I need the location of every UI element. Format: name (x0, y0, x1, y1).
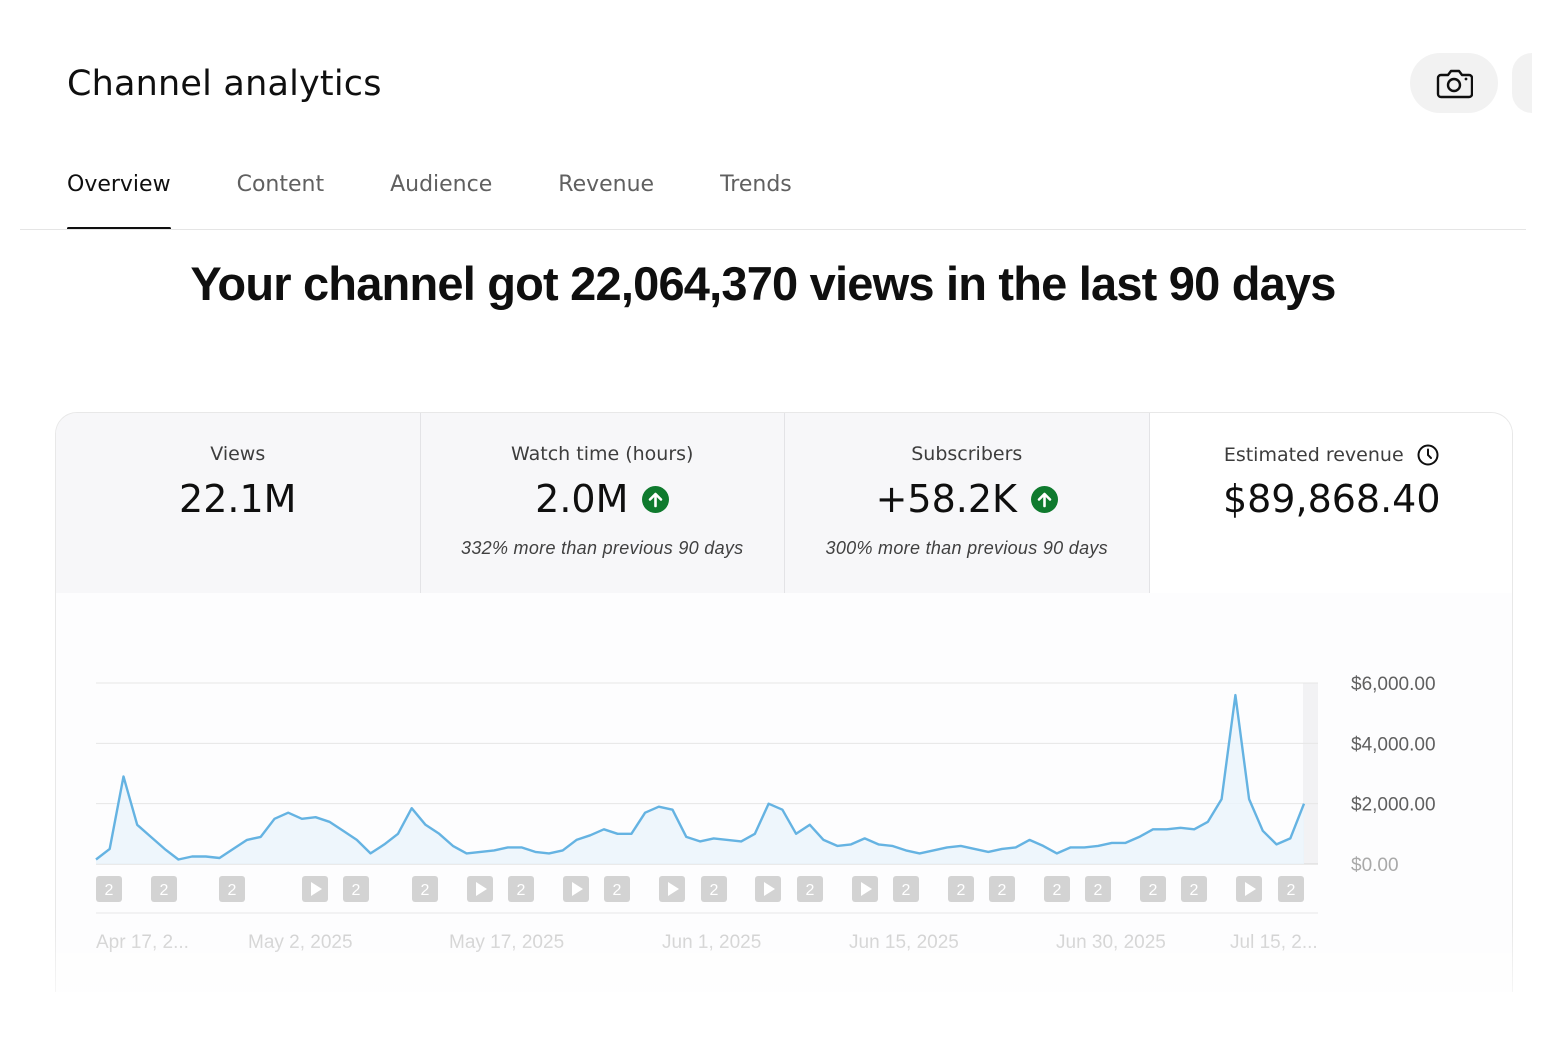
event-marker[interactable]: 2 (948, 876, 974, 902)
marker-count: 2 (228, 882, 237, 899)
arrow-up-icon (642, 485, 670, 513)
marker-count: 2 (710, 882, 719, 899)
series-area (96, 695, 1304, 864)
video-marker[interactable] (302, 876, 328, 902)
marker-count: 2 (160, 882, 169, 899)
event-marker[interactable]: 2 (989, 876, 1015, 902)
play-icon (572, 882, 583, 896)
tab-trends[interactable]: Trends (720, 172, 792, 197)
play-icon (311, 882, 322, 896)
marker-count: 2 (902, 882, 911, 899)
marker-count: 2 (1149, 882, 1158, 899)
play-icon (1245, 882, 1256, 896)
tab-overview[interactable]: Overview (67, 172, 171, 230)
metric-value: 22.1M (179, 477, 297, 521)
tab-bar: Overview Content Audience Revenue Trends (67, 172, 858, 230)
video-marker[interactable] (852, 876, 878, 902)
marker-count: 2 (1287, 882, 1296, 899)
event-marker[interactable]: 2 (151, 876, 177, 902)
video-marker[interactable] (659, 876, 685, 902)
marker-count: 2 (1094, 882, 1103, 899)
camera-icon (1436, 69, 1473, 99)
metric-note: 300% more than previous 90 days (825, 538, 1108, 558)
snapshot-button[interactable] (1410, 53, 1498, 113)
y-tick-label: $0.00 (1351, 855, 1399, 876)
more-button[interactable] (1512, 53, 1532, 113)
metric-value: 2.0M (535, 477, 629, 521)
tab-content[interactable]: Content (236, 172, 325, 197)
marker-count: 2 (613, 882, 622, 899)
clock-icon[interactable] (1416, 443, 1440, 467)
event-marker[interactable]: 2 (1140, 876, 1166, 902)
event-marker[interactable]: 2 (1085, 876, 1111, 902)
y-tick-label: $2,000.00 (1351, 795, 1436, 816)
marker-count: 2 (1053, 882, 1062, 899)
metric-value: $89,868.40 (1222, 477, 1441, 521)
arrow-up-icon (1030, 485, 1058, 513)
tab-revenue[interactable]: Revenue (558, 172, 655, 197)
series-line (95, 693, 1306, 861)
tab-audience[interactable]: Audience (390, 172, 493, 197)
play-icon (476, 882, 487, 896)
event-marker[interactable]: 2 (1181, 876, 1207, 902)
play-icon (861, 882, 872, 896)
event-marker[interactable]: 2 (508, 876, 534, 902)
y-tick-label: $6,000.00 (1351, 674, 1436, 695)
marker-count: 2 (517, 882, 526, 899)
metric-views[interactable]: Views 22.1M (56, 413, 421, 593)
metric-label: Subscribers (911, 443, 1023, 465)
metric-note: 332% more than previous 90 days (461, 538, 744, 558)
page-title: Channel analytics (67, 64, 382, 104)
video-marker[interactable] (755, 876, 781, 902)
hover-column (1303, 683, 1318, 864)
marker-count: 2 (105, 882, 114, 899)
event-marker[interactable]: 2 (412, 876, 438, 902)
bottom-fade (0, 925, 1544, 1037)
marker-count: 2 (806, 882, 815, 899)
metric-estimated-revenue[interactable]: Estimated revenue $89,868.40 (1149, 413, 1512, 593)
metric-value: +58.2K (875, 477, 1017, 521)
event-marker[interactable]: 2 (1044, 876, 1070, 902)
marker-count: 2 (421, 882, 430, 899)
views-headline: Your channel got 22,064,370 views in the… (190, 257, 1336, 310)
metric-watch-time[interactable]: Watch time (hours) 2.0M 332% more than p… (420, 413, 785, 593)
event-marker[interactable]: 2 (219, 876, 245, 902)
video-marker[interactable] (467, 876, 493, 902)
metric-label: Estimated revenue (1223, 444, 1404, 466)
video-marker[interactable] (563, 876, 589, 902)
y-tick-label: $4,000.00 (1351, 734, 1436, 755)
event-marker[interactable]: 2 (1278, 876, 1304, 902)
event-marker[interactable]: 2 (701, 876, 727, 902)
play-icon (668, 882, 679, 896)
event-marker[interactable]: 2 (343, 876, 369, 902)
metric-subscribers[interactable]: Subscribers +58.2K 300% more than previo… (785, 413, 1150, 593)
marker-count: 2 (352, 882, 361, 899)
marker-count: 2 (957, 882, 966, 899)
marker-count: 2 (998, 882, 1007, 899)
event-marker[interactable]: 2 (604, 876, 630, 902)
marker-count: 2 (1190, 882, 1199, 899)
tabs-divider (20, 229, 1526, 230)
metric-label: Views (210, 443, 266, 465)
metrics-card: Views 22.1M Watch time (hours) 2.0M 332%… (55, 412, 1513, 992)
metric-label: Watch time (hours) (511, 443, 694, 465)
event-marker[interactable]: 2 (893, 876, 919, 902)
event-marker[interactable]: 2 (96, 876, 122, 902)
metric-row: Views 22.1M Watch time (hours) 2.0M 332%… (56, 413, 1512, 593)
event-marker[interactable]: 2 (797, 876, 823, 902)
video-marker[interactable] (1236, 876, 1262, 902)
play-icon (764, 882, 775, 896)
